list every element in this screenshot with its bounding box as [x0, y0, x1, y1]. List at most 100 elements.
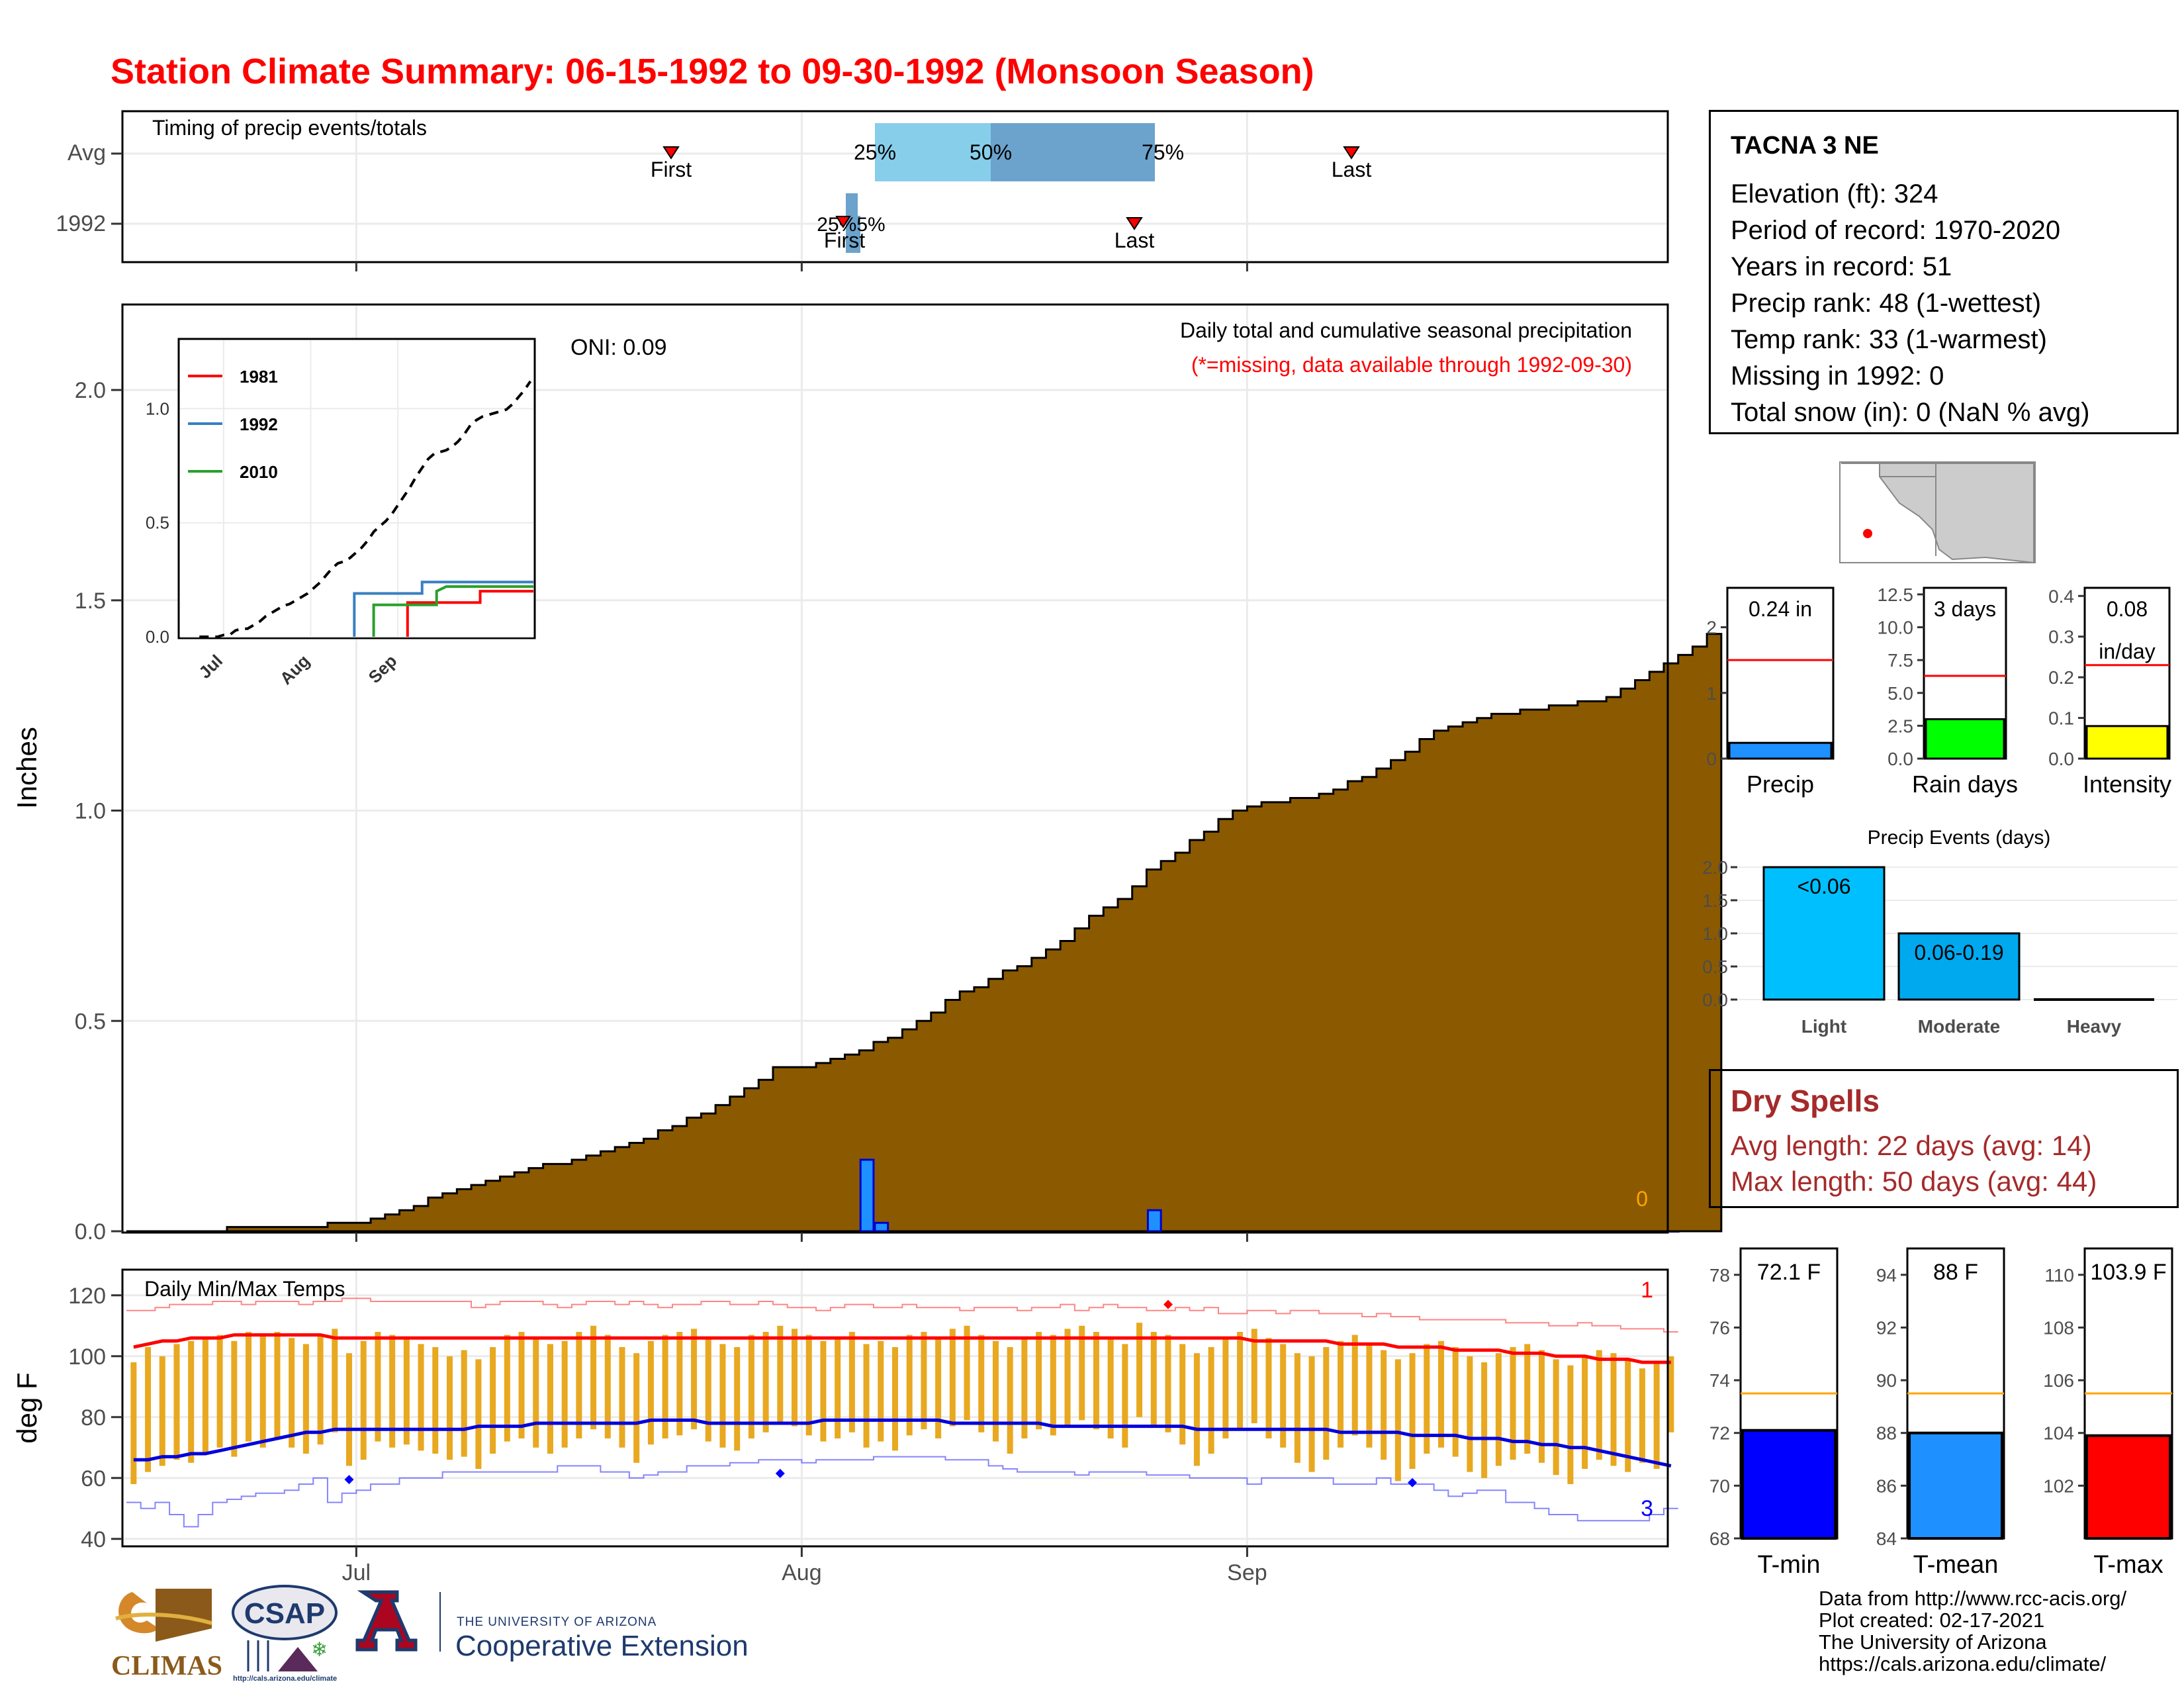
- summary-tick-label: 0.0: [2048, 749, 2074, 769]
- daily-temp-bar: [259, 1335, 266, 1448]
- daily-temp-bar: [1338, 1340, 1344, 1448]
- events-tick-label: 1.5: [1702, 890, 1728, 911]
- precip-subtitle: Daily total and cumulative seasonal prec…: [1180, 318, 1632, 342]
- y1992-last-marker: [1126, 217, 1143, 230]
- temp-summary-value: 88 F: [1933, 1260, 1978, 1285]
- temp-summary-tick: 88: [1876, 1423, 1897, 1444]
- daily-temp-bar: [504, 1335, 510, 1442]
- daily-temp-bar: [604, 1335, 611, 1438]
- daily-temp-bar: [1165, 1335, 1171, 1432]
- daily-temp-bar: [346, 1353, 353, 1466]
- timing-row-1992: 1992: [56, 211, 106, 236]
- temp-panel-label: Daily Min/Max Temps: [144, 1277, 345, 1301]
- temp-summary-tick: 90: [1876, 1370, 1897, 1391]
- normal-tmax-line: [133, 1333, 1671, 1364]
- temp-ytick-label: 60: [81, 1466, 106, 1491]
- daily-temp-bar: [1107, 1338, 1114, 1438]
- timing-panel: Timing of precip events/totals Avg 1992 …: [56, 110, 1669, 263]
- daily-temp-bar: [719, 1344, 726, 1448]
- temp-summary-tick: 92: [1876, 1317, 1897, 1338]
- daily-temp-bar: [1567, 1365, 1574, 1484]
- temp-summary-tick: 84: [1876, 1528, 1897, 1549]
- station-years: Years in record: 51: [1731, 252, 1952, 281]
- inset-legend-label: 1981: [240, 367, 278, 387]
- station-elevation: Elevation (ft): 324: [1731, 179, 1938, 209]
- temp-summary-bars: 68 70 72 74 76 78 72.1 F T-min 84 86 88 90 92 94 88 F T…: [1709, 1247, 2173, 1579]
- daily-temp-bar: [561, 1340, 568, 1448]
- daily-temp-bar: [1625, 1359, 1631, 1472]
- y1992-first-label: First: [824, 228, 865, 252]
- daily-temp-bar: [777, 1325, 784, 1423]
- avg-last-marker: [1343, 146, 1360, 160]
- credit-plot-created: Plot created: 02-17-2021: [1819, 1609, 2045, 1632]
- daily-temp-bar: [949, 1329, 956, 1427]
- temp-summary-tick: 74: [1709, 1370, 1730, 1391]
- precip-ytick-label: 0.0: [75, 1219, 106, 1244]
- temp-summary-tick: 70: [1709, 1476, 1730, 1496]
- climas-logo-text: CLIMAS: [111, 1651, 223, 1681]
- csap-logo: CSAP ❄: [232, 1585, 338, 1671]
- daily-temp-bar: [1653, 1362, 1660, 1469]
- daily-temp-bar: [1596, 1350, 1602, 1460]
- inset-average-line: [199, 380, 532, 638]
- daily-temp-bar: [1351, 1335, 1358, 1436]
- daily-temp-bar: [461, 1350, 467, 1457]
- inset-series-1992: [353, 581, 533, 637]
- daily-temp-bar: [360, 1340, 367, 1460]
- daily-temp-bar: [935, 1338, 942, 1438]
- dry-spells-panel: Dry Spells Avg length: 22 days (avg: 14)…: [1709, 1069, 2179, 1208]
- inset-series-2010: [372, 585, 533, 637]
- csap-logo-text: CSAP: [244, 1597, 325, 1630]
- daily-temp-bar: [216, 1335, 223, 1448]
- daily-temp-bar: [145, 1347, 152, 1472]
- temp-summary-bar: [1908, 1431, 2003, 1540]
- precip-events-chart: Precip Events (days) 0.0 0.5 1.0 1.5 2.0 <0.06…: [1702, 827, 2177, 1037]
- daily-temp-bar: [475, 1359, 482, 1469]
- avg-first-label: First: [651, 158, 692, 181]
- daily-temp-bar: [317, 1335, 324, 1445]
- precip-ytick-label: 2.0: [75, 378, 106, 403]
- temp-summary-tick: 78: [1709, 1265, 1730, 1286]
- precip-subtitle-missing: (*=missing, data available through 1992-…: [1191, 353, 1632, 377]
- daily-temp-bar: [676, 1332, 683, 1436]
- summary-bar-label: Rain days: [1912, 771, 2018, 798]
- daily-temp-bar: [332, 1329, 338, 1432]
- daily-temp-bar: [906, 1335, 913, 1436]
- precip-ytick-label: 1.5: [75, 588, 106, 614]
- daily-temp-bar: [835, 1338, 841, 1438]
- summary-value-unit: in/day: [2099, 639, 2155, 663]
- daily-temp-bar: [1122, 1344, 1128, 1448]
- daily-temp-bar: [1409, 1353, 1416, 1469]
- daily-temp-bar: [159, 1356, 165, 1466]
- locator-map: [1839, 461, 2036, 564]
- temp-summary-value: 103.9 F: [2090, 1260, 2166, 1285]
- summary-value-bar: [1925, 718, 2005, 760]
- temp-xtick-label: Sep: [1227, 1560, 1267, 1585]
- events-tick-label: 2.0: [1702, 857, 1728, 878]
- daily-temp-bar: [619, 1347, 625, 1448]
- record-low-marker: [1408, 1477, 1418, 1487]
- daily-temp-bar: [662, 1335, 668, 1438]
- daily-temp-bar: [978, 1335, 985, 1432]
- avg-p75-label: 75%: [1142, 140, 1184, 164]
- ua-logo-big-text: Cooperative Extension: [455, 1630, 749, 1662]
- station-location-dot: [1863, 529, 1872, 538]
- y1992-box: [846, 216, 860, 253]
- daily-temp-bar: [302, 1344, 309, 1454]
- precip-ytick-label: 0.5: [75, 1009, 106, 1034]
- daily-temp-bar: [1424, 1344, 1430, 1454]
- oni-label: ONI: 0.09: [570, 335, 667, 360]
- daily-temp-bar: [173, 1344, 180, 1460]
- daily-temp-bar: [820, 1340, 827, 1442]
- temp-summary-tick: 110: [2044, 1265, 2074, 1286]
- record-low-marker: [344, 1475, 354, 1485]
- daily-temp-bar: [964, 1325, 970, 1421]
- dry-spells-title: Dry Spells: [1731, 1084, 1880, 1118]
- summary-value-bar: [1728, 741, 1833, 760]
- daily-temp-bar: [1394, 1359, 1401, 1481]
- daily-temp-bar: [1668, 1356, 1674, 1432]
- summary-value-text: 0.24 in: [1749, 597, 1812, 621]
- daily-temp-bar: [533, 1338, 539, 1448]
- daily-temp-bar: [1251, 1329, 1257, 1423]
